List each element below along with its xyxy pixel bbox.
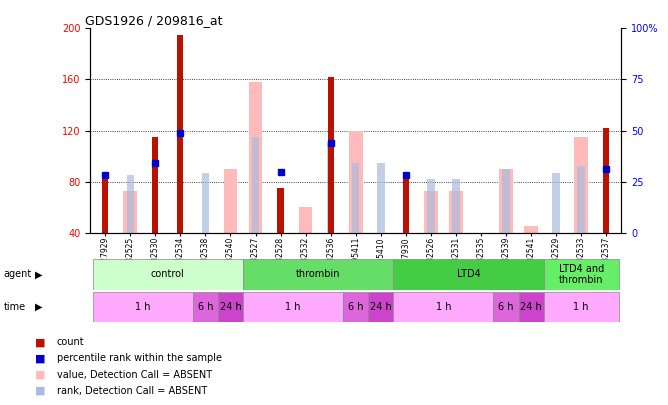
- Bar: [124, 191, 137, 233]
- Bar: [603, 128, 609, 233]
- Text: ■: ■: [35, 354, 45, 363]
- Bar: [452, 179, 460, 233]
- Bar: [349, 130, 363, 233]
- Text: 1 h: 1 h: [285, 302, 301, 312]
- Bar: [152, 137, 158, 233]
- Text: percentile rank within the sample: percentile rank within the sample: [57, 354, 222, 363]
- Bar: [193, 292, 218, 322]
- Bar: [449, 191, 463, 233]
- Bar: [243, 292, 343, 322]
- Bar: [368, 292, 393, 322]
- Bar: [102, 179, 108, 233]
- Bar: [518, 292, 544, 322]
- Text: value, Detection Call = ABSENT: value, Detection Call = ABSENT: [57, 370, 212, 379]
- Bar: [544, 259, 619, 290]
- Bar: [343, 292, 368, 322]
- Bar: [218, 292, 243, 322]
- Bar: [393, 292, 494, 322]
- Bar: [93, 292, 193, 322]
- Bar: [393, 259, 544, 290]
- Bar: [494, 292, 518, 322]
- Text: 24 h: 24 h: [370, 302, 391, 312]
- Text: ▶: ▶: [35, 302, 42, 312]
- Bar: [243, 259, 393, 290]
- Bar: [93, 259, 243, 290]
- Text: 1 h: 1 h: [573, 302, 589, 312]
- Bar: [248, 82, 263, 233]
- Text: 6 h: 6 h: [198, 302, 213, 312]
- Text: ■: ■: [35, 386, 45, 396]
- Text: thrombin: thrombin: [296, 269, 341, 279]
- Text: ▶: ▶: [35, 269, 42, 279]
- Text: count: count: [57, 337, 84, 347]
- Bar: [299, 207, 313, 233]
- Bar: [126, 175, 134, 233]
- Text: 1 h: 1 h: [135, 302, 150, 312]
- Text: rank, Detection Call = ABSENT: rank, Detection Call = ABSENT: [57, 386, 207, 396]
- Bar: [202, 173, 209, 233]
- Text: 1 h: 1 h: [436, 302, 451, 312]
- Bar: [377, 162, 385, 233]
- Bar: [277, 188, 284, 233]
- Bar: [427, 179, 435, 233]
- Text: 24 h: 24 h: [520, 302, 542, 312]
- Bar: [552, 173, 560, 233]
- Text: 24 h: 24 h: [220, 302, 241, 312]
- Bar: [577, 166, 585, 233]
- Bar: [499, 169, 513, 233]
- Bar: [574, 137, 588, 233]
- Bar: [403, 174, 409, 233]
- Bar: [252, 137, 259, 233]
- Bar: [224, 169, 237, 233]
- Bar: [502, 169, 510, 233]
- Text: ■: ■: [35, 370, 45, 379]
- Text: GDS1926 / 209816_at: GDS1926 / 209816_at: [85, 14, 222, 27]
- Text: 6 h: 6 h: [348, 302, 363, 312]
- Bar: [177, 35, 184, 233]
- Text: 6 h: 6 h: [498, 302, 514, 312]
- Bar: [327, 77, 334, 233]
- Text: ■: ■: [35, 337, 45, 347]
- Bar: [544, 292, 619, 322]
- Text: control: control: [151, 269, 185, 279]
- Text: LTD4: LTD4: [456, 269, 480, 279]
- Text: agent: agent: [3, 269, 31, 279]
- Bar: [327, 143, 335, 233]
- Bar: [524, 226, 538, 233]
- Bar: [424, 191, 438, 233]
- Text: LTD4 and
thrombin: LTD4 and thrombin: [558, 264, 604, 285]
- Bar: [352, 162, 359, 233]
- Text: time: time: [3, 302, 25, 312]
